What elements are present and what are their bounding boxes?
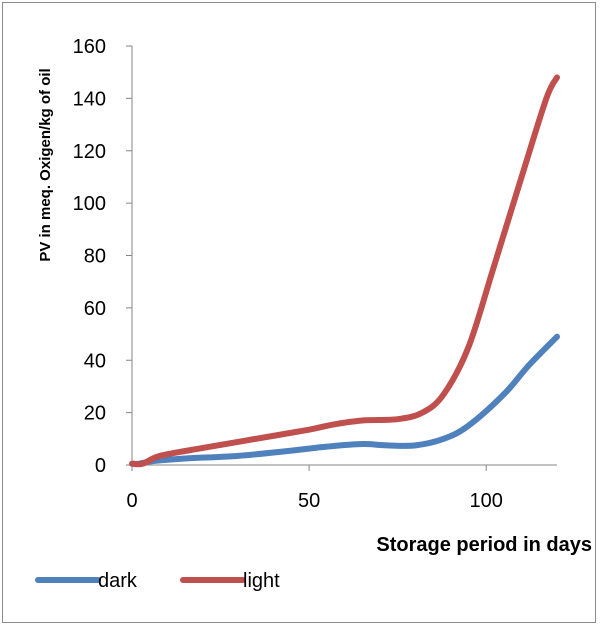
series-line-dark <box>129 333 560 467</box>
x-tick-label: 50 <box>298 490 320 512</box>
y-tick-label: 140 <box>73 88 106 110</box>
y-tick-label: 120 <box>73 141 106 163</box>
series-layer <box>129 74 560 468</box>
x-tick-label: 0 <box>126 490 137 512</box>
y-tick-label: 100 <box>73 193 106 215</box>
legend-label-light: light <box>243 570 280 592</box>
y-axis-title: PV in meq. Oxigen/kg of oil <box>37 68 54 261</box>
x-axis-ticks: 0 50 100 <box>126 465 503 512</box>
y-tick-label: 80 <box>84 246 106 268</box>
series-line-light <box>129 74 560 468</box>
legend-label-dark: dark <box>98 570 138 592</box>
y-tick-label: 20 <box>84 403 106 425</box>
y-tick-label: 0 <box>95 455 106 477</box>
y-tick-label: 40 <box>84 350 106 372</box>
y-tick-label: 60 <box>84 298 106 320</box>
x-axis-title: Storage period in days <box>376 534 592 556</box>
x-tick-label: 100 <box>469 490 502 512</box>
y-tick-label: 160 <box>73 36 106 58</box>
y-axis-ticks: 0 20 40 60 80 100 120 140 160 <box>73 36 132 477</box>
legend: dark light <box>35 570 280 592</box>
